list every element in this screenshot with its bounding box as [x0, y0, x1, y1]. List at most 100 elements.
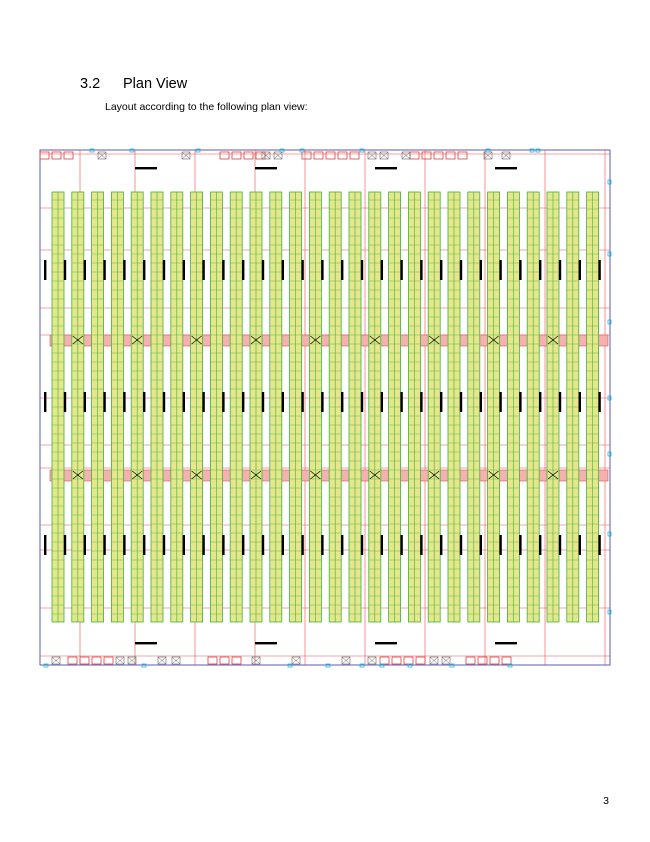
cyan-marker-bottom — [449, 663, 455, 668]
column-post — [360, 260, 364, 280]
dock-leveler-bottom — [341, 656, 351, 665]
cross-brace — [310, 335, 321, 345]
cross-brace — [310, 470, 321, 480]
column-post — [281, 260, 284, 280]
column-post — [420, 535, 423, 555]
column-post — [83, 392, 86, 412]
dock-leveler-x — [367, 656, 377, 665]
column-post — [202, 392, 205, 412]
column-post — [598, 260, 601, 280]
dock-door-top — [63, 151, 74, 160]
dock-leveler-bottom — [127, 656, 137, 665]
cross-brace — [72, 335, 84, 345]
column-post — [63, 392, 67, 412]
dock-leveler-bottom — [115, 656, 125, 665]
column-post — [558, 392, 562, 412]
cyan-marker-top — [485, 148, 491, 153]
dock-door-top — [231, 151, 242, 160]
dock-leveler-x — [273, 151, 283, 160]
plan-view-drawing — [39, 148, 612, 668]
column-post — [103, 392, 106, 412]
column-post — [182, 392, 185, 412]
cross-brace — [488, 470, 499, 480]
dock-leveler-top — [367, 151, 377, 160]
door-bar-bottom — [255, 642, 277, 645]
dock-leveler-bottom — [367, 656, 377, 665]
column-post — [380, 535, 383, 555]
column-post — [242, 535, 245, 555]
dock-leveler-x — [483, 151, 493, 160]
column-post — [261, 535, 265, 555]
dock-leveler-x — [341, 656, 351, 665]
dock-leveler-top — [273, 151, 283, 160]
cross-brace — [250, 335, 262, 345]
dock-door-top — [349, 151, 360, 160]
cyan-marker-bottom — [287, 663, 293, 668]
cross-brace — [488, 335, 499, 345]
column-post — [143, 535, 146, 555]
column-post — [341, 260, 344, 280]
cyan-marker-bottom — [141, 663, 147, 668]
building-outline — [39, 149, 611, 666]
column-post — [400, 260, 403, 280]
cyan-marker-bottom — [407, 663, 413, 668]
column-post — [222, 535, 225, 555]
column-post — [578, 535, 581, 555]
dock-door-top — [409, 151, 420, 160]
door-bar-top — [135, 167, 157, 170]
column-post — [301, 260, 304, 280]
column-post — [440, 260, 443, 280]
column-post — [321, 535, 324, 555]
cyan-marker-bottom — [359, 663, 365, 668]
dock-door-bottom — [465, 656, 476, 665]
column-post — [301, 535, 304, 555]
dock-leveler-x — [401, 151, 411, 160]
column-post — [400, 535, 403, 555]
dock-leveler-x — [97, 151, 107, 160]
dock-door-top — [301, 151, 312, 160]
dock-door-bottom — [103, 656, 114, 665]
dock-leveler-x — [261, 151, 271, 160]
dock-leveler-x — [501, 151, 511, 160]
cross-brace — [131, 335, 143, 345]
dock-door-bottom — [91, 656, 102, 665]
column-post — [440, 392, 443, 412]
dock-leveler-x — [251, 656, 261, 665]
column-post — [321, 392, 324, 412]
dock-leveler-bottom — [291, 656, 301, 665]
column-post — [479, 260, 482, 280]
dock-door-top — [325, 151, 336, 160]
column-post — [202, 535, 205, 555]
cross-brace — [369, 335, 381, 345]
cross-brace — [131, 470, 143, 480]
dock-door-top — [445, 151, 456, 160]
cyan-marker-bottom — [507, 663, 513, 668]
dock-leveler-x — [367, 151, 377, 160]
column-post — [499, 535, 502, 555]
column-post — [360, 535, 364, 555]
dock-door-bottom — [415, 656, 426, 665]
column-post — [202, 260, 205, 280]
cyan-marker-right — [607, 395, 612, 401]
cyan-marker-right — [607, 609, 612, 615]
column-post — [222, 392, 225, 412]
dock-door-bottom — [477, 656, 488, 665]
column-post — [380, 260, 383, 280]
dock-door-bottom — [489, 656, 500, 665]
column-post — [242, 392, 245, 412]
column-post — [578, 260, 581, 280]
dock-leveler-bottom — [51, 656, 61, 665]
door-bar-top — [375, 167, 397, 170]
column-post — [558, 535, 562, 555]
dock-leveler-x — [291, 656, 301, 665]
column-post — [44, 260, 47, 280]
column-post — [83, 535, 86, 555]
door-bar-bottom — [375, 642, 397, 645]
dock-door-bottom — [67, 656, 78, 665]
column-post — [182, 535, 185, 555]
column-post — [83, 260, 86, 280]
dock-leveler-x — [441, 656, 451, 665]
dock-door-top — [433, 151, 444, 160]
column-post — [420, 392, 423, 412]
column-post — [539, 260, 542, 280]
